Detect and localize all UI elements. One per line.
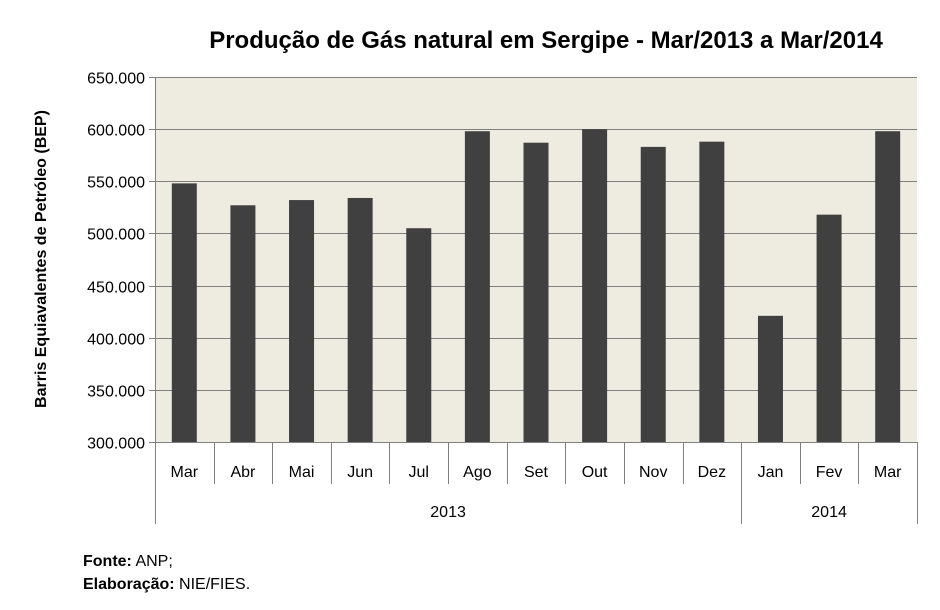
bar-mar-0 <box>171 183 197 442</box>
source-value: ANP; <box>131 553 173 570</box>
bar-fev-11 <box>816 214 842 442</box>
x-tick-label: Out <box>582 464 608 481</box>
bar-jan-10 <box>757 315 783 442</box>
bar-out-7 <box>582 129 608 442</box>
footer-prepared: Elaboração: NIE/FIES. <box>83 576 250 594</box>
x-tick-label: Ago <box>463 464 492 481</box>
bar-mar-12 <box>875 131 901 442</box>
x-tick-label: Mar <box>874 464 902 481</box>
bar-dez-9 <box>699 141 725 442</box>
y-tick-label: 650.000 <box>87 71 145 88</box>
y-axis-label: Barris Equiavalentes de Petróleo (BEP) <box>33 110 50 408</box>
prepared-value: NIE/FIES. <box>174 576 251 593</box>
x-tick-label: Abr <box>230 464 256 481</box>
y-axis-ticks: 300.000 350.000 400.000 450.000 500.000 550.0… <box>87 71 156 453</box>
y-tick-label: 550.000 <box>87 175 145 192</box>
x-tick-label: Jan <box>758 464 784 481</box>
x-tick-label: Jul <box>409 464 429 481</box>
x-tick-label: Mai <box>289 464 315 481</box>
y-tick-label: 400.000 <box>87 332 145 349</box>
x-tick-label: Jun <box>347 464 373 481</box>
bar-abr-1 <box>230 205 256 442</box>
x-axis: Mar Abr Mai Jun Jul Ago Set Out Nov Dez Jan Fev Mar 2… <box>155 442 918 524</box>
footer-source: Fonte: ANP; <box>83 553 173 571</box>
bar-jun-3 <box>347 197 373 442</box>
bar-mai-2 <box>289 200 315 442</box>
x-tick-label: Set <box>524 464 549 481</box>
bar-ago-5 <box>464 131 490 442</box>
y-tick-label: 300.000 <box>87 436 145 453</box>
x-tick-label: Fev <box>816 464 843 481</box>
y-tick-label: 600.000 <box>87 123 145 140</box>
chart-title: Produção de Gás natural em Sergipe - Mar… <box>209 27 883 54</box>
source-label: Fonte: <box>83 553 132 570</box>
x-tick-label: Nov <box>639 464 667 481</box>
bar-set-6 <box>523 142 549 442</box>
year-group-label: 2013 <box>430 504 466 521</box>
bar-chart: Produção de Gás natural em Sergipe - Mar… <box>33 27 918 524</box>
bars <box>171 129 901 442</box>
bar-nov-8 <box>640 146 666 442</box>
x-tick-label: Mar <box>171 464 199 481</box>
prepared-label: Elaboração: <box>83 576 175 593</box>
y-tick-label: 350.000 <box>87 384 145 401</box>
y-tick-label: 450.000 <box>87 280 145 297</box>
x-tick-label: Dez <box>698 464 726 481</box>
year-group-label: 2014 <box>811 504 847 521</box>
y-tick-label: 500.000 <box>87 227 145 244</box>
bar-jul-4 <box>406 228 432 442</box>
